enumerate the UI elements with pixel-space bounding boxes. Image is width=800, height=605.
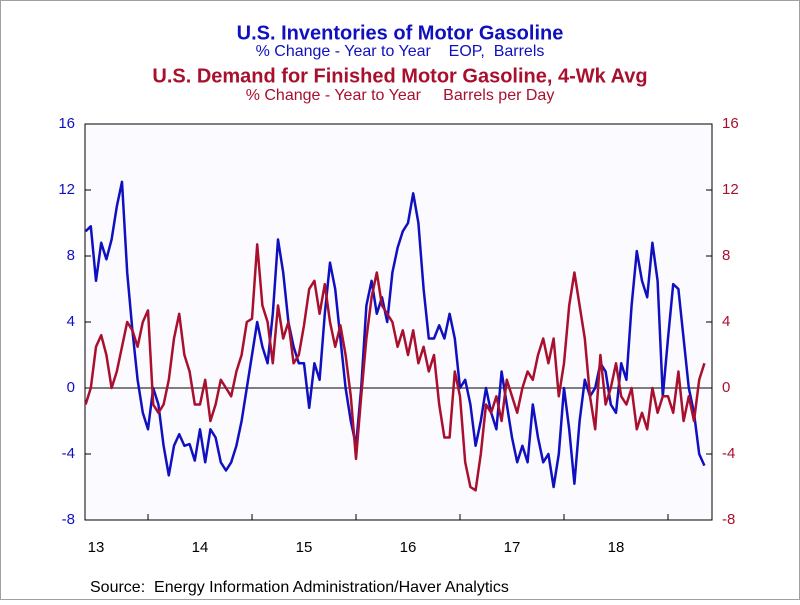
chart-title: U.S. Inventories of Motor Gasoline <box>237 22 564 44</box>
y-tick-label: -8 <box>62 511 75 528</box>
y-tick-label: 4 <box>67 313 75 330</box>
y2-tick-label: 4 <box>722 313 730 330</box>
chart-subtitle: % Change - Year to Year EOP, Barrels <box>256 43 545 60</box>
source-note: Source: Energy Information Administratio… <box>90 579 509 596</box>
y2-tick-label: 16 <box>722 115 739 132</box>
x-tick-label: 14 <box>192 539 209 556</box>
x-tick-label: 16 <box>400 539 417 556</box>
x-tick-label: 15 <box>296 539 313 556</box>
y2-tick-label: -4 <box>722 445 735 462</box>
plot-area <box>84 123 713 521</box>
x-tick-label: 17 <box>504 539 521 556</box>
y2-tick-label: 12 <box>722 181 739 198</box>
y2-tick-label: 8 <box>722 247 730 264</box>
chart-subtitle-2: % Change - Year to Year Barrels per Day <box>246 87 555 104</box>
y2-tick-label: 0 <box>722 379 730 396</box>
y-tick-label: 12 <box>58 181 75 198</box>
chart-title-2: U.S. Demand for Finished Motor Gasoline,… <box>152 65 647 87</box>
y-tick-label: 8 <box>67 247 75 264</box>
y-tick-label: 16 <box>58 115 75 132</box>
y-tick-label: -4 <box>62 445 75 462</box>
y-tick-label: 0 <box>67 379 75 396</box>
x-tick-label: 18 <box>608 539 625 556</box>
series-line <box>84 243 706 492</box>
y2-tick-label: -8 <box>722 511 735 528</box>
x-tick-label: 13 <box>88 539 105 556</box>
